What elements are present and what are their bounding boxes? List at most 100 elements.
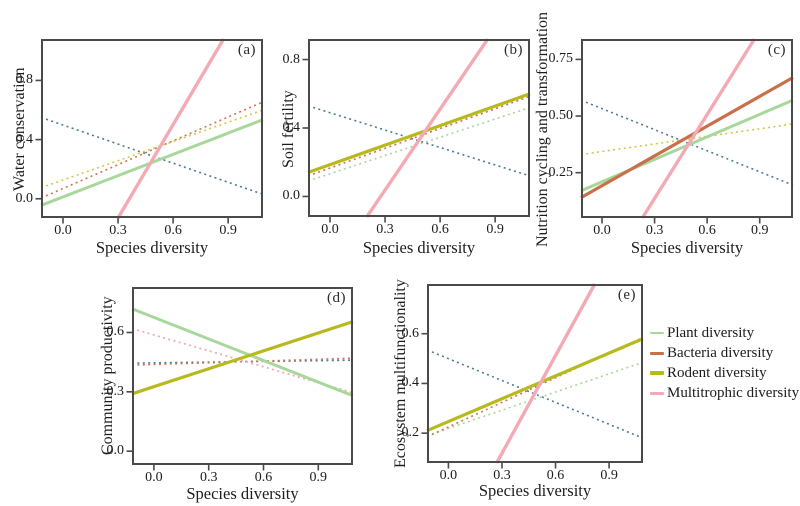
legend-label-plant: Plant diversity <box>667 324 755 341</box>
panel-d-plot: (d) 0.0 0.3 0.6 0.9 0.0 0.3 0.6 <box>107 287 354 485</box>
x-tick-label: 0.9 <box>219 223 237 238</box>
legend-label-multitrophic: Multitrophic diversity <box>667 384 800 401</box>
x-tick-label: 0.3 <box>493 468 511 483</box>
y-tick-label: 0.8 <box>282 51 301 67</box>
y-tick-label: 0.0 <box>15 190 34 206</box>
y-axis-label-nutrition-cycling: Nutrition cycling and transformation <box>534 11 551 247</box>
x-tick-label: 0.3 <box>109 223 127 238</box>
plant-diversity-line <box>131 307 354 398</box>
x-axis-label-b: Species diversity <box>362 238 476 257</box>
bacteria-diversity-line <box>131 357 354 366</box>
x-tick-label: 0.6 <box>164 223 182 238</box>
panel-c-plot: (c) 0.0 0.3 0.6 0.9 0.25 0.50 0.75 <box>549 38 794 238</box>
x-tick-label: 0.3 <box>376 222 394 237</box>
x-tick-label: 0.0 <box>54 223 72 238</box>
panel-tag-d: (d) <box>327 290 346 306</box>
panel-tag-e: (e) <box>617 287 636 303</box>
x-axis-label-c: Species diversity <box>630 238 744 257</box>
unlabeled-teal-dashed-line <box>426 349 644 439</box>
unlabeled-teal-dashed-line <box>307 104 531 177</box>
rodent-diversity-line <box>131 320 354 396</box>
x-axis-label-a: Species diversity <box>95 238 209 257</box>
bacteria-diversity-line <box>307 95 531 177</box>
multitrophic-diversity-line <box>116 38 226 219</box>
rodent-diversity-swatch-icon <box>650 371 664 375</box>
legend-item-bacteria: Bacteria diversity <box>650 343 799 363</box>
rodent-diversity-line <box>580 123 794 156</box>
x-tick-label: 0.3 <box>645 223 664 238</box>
x-tick-label: 0.6 <box>254 470 273 485</box>
x-tick-label: 0.9 <box>750 223 769 238</box>
y-tick-label: 0.6 <box>106 324 125 340</box>
y-tick-label: 0.4 <box>282 120 301 135</box>
x-tick-label: 0.6 <box>546 468 565 483</box>
unlabeled-teal-dashed-line <box>131 359 354 364</box>
x-tick-label: 0.0 <box>439 468 458 483</box>
x-tick-label: 0.6 <box>698 223 716 238</box>
panel-border <box>41 39 263 218</box>
plant-diversity-swatch-icon <box>650 331 664 335</box>
panel-e-plot: (e) 0.0 0.3 0.6 0.9 0.2 0.4 0.6 <box>402 283 644 483</box>
y-tick-label: 0.2 <box>401 425 420 441</box>
y-tick-label: 0.6 <box>401 325 420 341</box>
y-tick-label: 0.0 <box>282 188 301 204</box>
bacteria-diversity-line <box>580 76 794 199</box>
y-tick-label: 0.50 <box>548 108 574 124</box>
panel-border <box>308 39 530 217</box>
multitrophic-diversity-line <box>495 283 597 464</box>
rodent-diversity-line <box>307 92 531 175</box>
y-tick-label: 0.25 <box>548 164 574 180</box>
x-axis-label-e: Species diversity <box>478 481 592 500</box>
panel-tag-c: (c) <box>767 42 786 58</box>
panel-e-canvas <box>421 283 644 469</box>
legend-label-rodent: Rodent diversity <box>667 364 767 381</box>
panel-c-canvas <box>575 38 794 224</box>
bacteria-diversity-swatch-icon <box>650 351 664 355</box>
x-tick-label: 0.0 <box>145 470 163 485</box>
legend-item-plant: Plant diversity <box>650 323 799 343</box>
unlabeled-teal-dashed-line <box>580 99 794 186</box>
x-tick-label: 0.6 <box>431 222 449 237</box>
x-axis-label-d: Species diversity <box>186 484 299 503</box>
panel-tag-a: (a) <box>237 42 256 58</box>
unlabeled-teal-dashed-line <box>40 116 264 196</box>
y-axis-label-community-productivity: Community productivity <box>99 296 116 456</box>
bacteria-diversity-line <box>426 336 644 438</box>
panel-b-canvas <box>302 38 531 223</box>
bacteria-diversity-line <box>40 101 264 199</box>
plant-diversity-line <box>307 106 531 182</box>
x-tick-label: 0.3 <box>199 470 218 485</box>
rodent-diversity-line <box>40 109 264 189</box>
multitrophic-diversity-line <box>131 327 354 394</box>
x-tick-label: 0.9 <box>600 468 618 483</box>
multitrophic-diversity-line <box>365 38 490 218</box>
multitrophic-diversity-swatch-icon <box>650 391 664 395</box>
legend: Plant diversity Bacteria diversity Roden… <box>650 323 799 403</box>
panel-border <box>581 39 793 218</box>
legend-label-bacteria: Bacteria diversity <box>667 344 774 361</box>
panel-d-canvas <box>126 287 354 471</box>
y-tick-label: 0.4 <box>401 375 420 391</box>
y-tick-label: 0.75 <box>548 51 574 67</box>
panel-tag-b: (b) <box>504 42 523 58</box>
x-tick-label: 0.0 <box>321 222 339 237</box>
y-axis-label-ecosystem-multifunctionality: Ecosystem multifunctionality <box>392 279 409 469</box>
x-tick-label: 0.9 <box>309 470 328 485</box>
legend-item-rodent: Rodent diversity <box>650 363 799 383</box>
panel-border <box>427 284 643 463</box>
multitrophic-diversity-line <box>640 38 756 219</box>
y-tick-label: 0.8 <box>15 72 34 88</box>
panel-a-plot: (a) 0.0 0.3 0.6 0.9 0.0 0.4 0.8 <box>16 38 264 238</box>
y-tick-label: 0.4 <box>15 131 34 147</box>
y-tick-label: 0.3 <box>106 383 125 399</box>
rodent-diversity-line <box>426 337 644 433</box>
panel-b-plot: (b) 0.0 0.3 0.6 0.9 0.0 0.4 0.8 <box>283 38 531 237</box>
legend-item-multitrophic: Multitrophic diversity <box>650 383 799 403</box>
y-tick-label: 0.0 <box>106 443 125 459</box>
plant-diversity-line <box>426 361 644 437</box>
panel-border <box>132 287 353 465</box>
x-tick-label: 0.0 <box>593 223 611 238</box>
panel-a-canvas <box>35 38 264 224</box>
x-tick-label: 0.9 <box>486 222 504 237</box>
